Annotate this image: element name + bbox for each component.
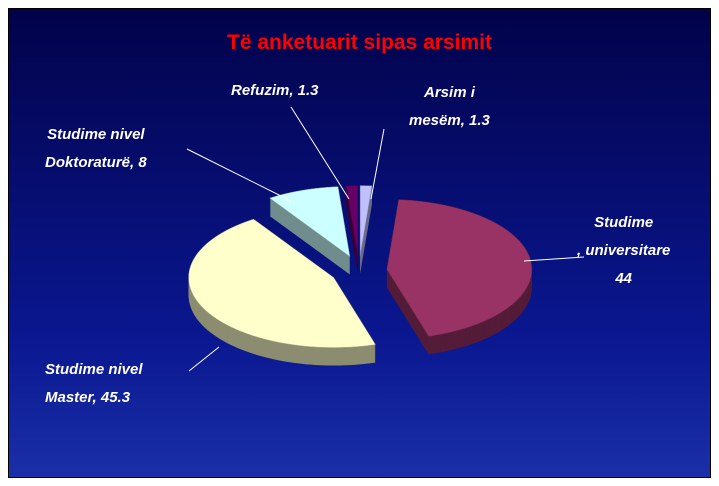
pie-plot [186,106,585,372]
leader-line [188,346,220,372]
leader-line [186,148,292,202]
leader-line [370,128,385,200]
leader-lines [186,106,585,372]
pie-slice [386,199,533,355]
data-label: Studime nivel Master, 45.3 [45,361,143,406]
pie-slice [188,218,376,366]
data-label: Refuzim, 1.3 [231,82,319,99]
slice-top [269,186,351,258]
data-label: Studime nivel Doktoraturë, 8 [45,126,147,171]
data-label: Studime , universitare 44 [577,214,671,287]
pie-slice [359,185,373,274]
leader-line [290,106,350,200]
leader-line [523,256,585,262]
data-label: Arsim i mesëm, 1.3 [409,84,490,129]
chart: Të anketuarit sipas arsimit Arsim i mesë… [8,8,711,478]
slice-top [359,185,373,256]
slice-top [188,218,376,348]
pie-slice [269,186,351,275]
chart-title: Të anketuarit sipas arsimit [227,31,492,54]
slice-top [386,199,533,337]
pie-slice [345,185,359,274]
